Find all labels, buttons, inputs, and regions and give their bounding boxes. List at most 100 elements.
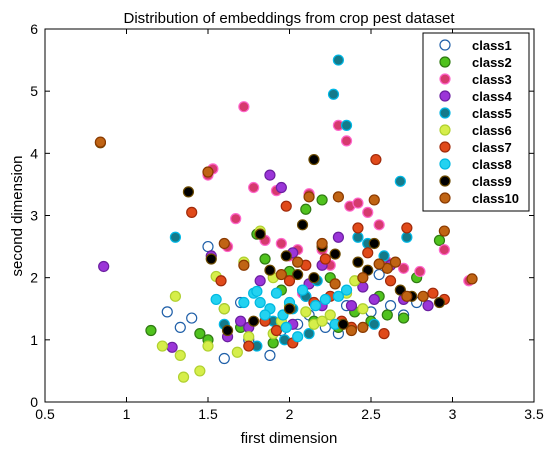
data-point-class2 [398,312,410,324]
y-tick-label: 2 [30,270,38,286]
data-point-class9 [329,248,341,260]
data-point-class6 [300,306,312,318]
legend-marker [439,124,451,136]
legend-marker [439,141,451,153]
data-point-class3 [275,237,287,250]
data-point-class7 [270,324,283,337]
data-point-class7 [401,222,413,234]
data-point-class9 [296,219,309,231]
y-tick-label: 0 [30,394,38,410]
data-point-class10 [329,278,341,290]
y-tick-label: 4 [30,145,38,161]
data-point-class9 [205,253,217,265]
data-point-class6 [194,365,206,377]
data-point-class5 [368,318,380,330]
x-tick-label: 3 [449,406,457,422]
data-point-class8 [251,285,263,297]
data-point-class6 [174,349,186,361]
data-point-class9 [368,237,380,250]
data-point-class8 [309,300,322,312]
data-points [94,54,478,383]
data-point-class7 [280,200,292,212]
data-point-class10 [303,191,315,203]
data-point-class3 [352,197,364,209]
data-point-class1 [161,306,173,318]
legend-marker [439,90,451,102]
data-point-class4 [235,315,247,327]
data-point-class10 [357,321,369,333]
data-point-class10 [357,272,369,284]
x-tick-label: 2 [286,406,294,422]
data-point-class10 [417,290,429,302]
data-point-class9 [292,268,304,281]
legend-label: class4 [472,89,513,104]
legend-marker [439,73,451,85]
data-point-class8 [292,331,304,343]
data-point-class5 [340,119,353,131]
data-point-class3 [248,181,260,194]
data-point-class3 [238,101,250,113]
data-point-class10 [238,259,250,271]
data-point-class3 [362,206,374,218]
data-point-class5 [352,231,364,243]
data-point-class10 [94,136,107,148]
data-point-class6 [316,315,328,327]
legend-label: class7 [472,140,512,155]
x-tick-label: 3.5 [524,406,544,422]
data-point-class4 [345,300,358,312]
data-point-class6 [177,371,190,383]
data-point-class10 [316,237,328,250]
data-point-class1 [218,352,230,365]
x-axis-title: first dimension [241,430,338,447]
data-point-class10 [401,290,413,302]
data-point-class9 [264,264,276,276]
data-point-class8 [238,296,250,309]
legend: class1 class2 class3 class4 class5 class6 clas… [422,32,530,212]
legend-label: class9 [472,174,512,189]
data-point-class7 [243,340,255,352]
data-point-class6 [243,331,255,343]
data-point-class3 [414,265,426,278]
data-point-class6 [169,290,181,302]
data-point-class1 [174,321,186,333]
data-point-class9 [352,256,364,268]
data-point-class7 [352,222,364,234]
data-point-class10 [218,237,230,250]
data-point-class4 [332,231,344,243]
data-point-class2 [300,203,312,215]
data-point-class1 [186,312,198,324]
data-point-class7 [427,287,439,299]
data-point-class9 [254,228,266,240]
data-point-class2 [433,234,446,246]
data-point-class7 [283,275,296,287]
x-tick-label: 1 [123,406,131,422]
data-point-class6 [231,346,243,358]
legend-marker [439,107,451,119]
data-point-class10 [345,324,358,337]
data-point-class6 [218,303,230,315]
data-point-class1 [384,300,397,312]
data-point-class7 [215,275,227,287]
chart-title: Distribution of embeddings from crop pes… [123,10,455,27]
data-point-class8 [319,293,331,306]
data-point-class4 [98,260,110,273]
y-tick-label: 5 [30,83,38,99]
data-point-class7 [378,328,390,340]
data-point-class2 [381,309,393,321]
data-point-class1 [202,240,214,253]
legend-marker [439,56,451,68]
data-point-class7 [362,247,374,259]
data-point-class5 [394,175,406,187]
data-point-class8 [254,296,266,309]
data-point-class4 [264,169,276,181]
data-point-class5 [327,88,340,100]
data-point-class8 [280,321,292,333]
y-tick-label: 6 [30,21,38,37]
data-point-class7 [186,206,198,218]
legend-label: class5 [472,106,512,121]
data-point-class6 [324,309,336,321]
data-point-class8 [210,293,222,306]
x-tick-label: 2.5 [361,406,381,422]
data-point-class2 [194,328,206,340]
